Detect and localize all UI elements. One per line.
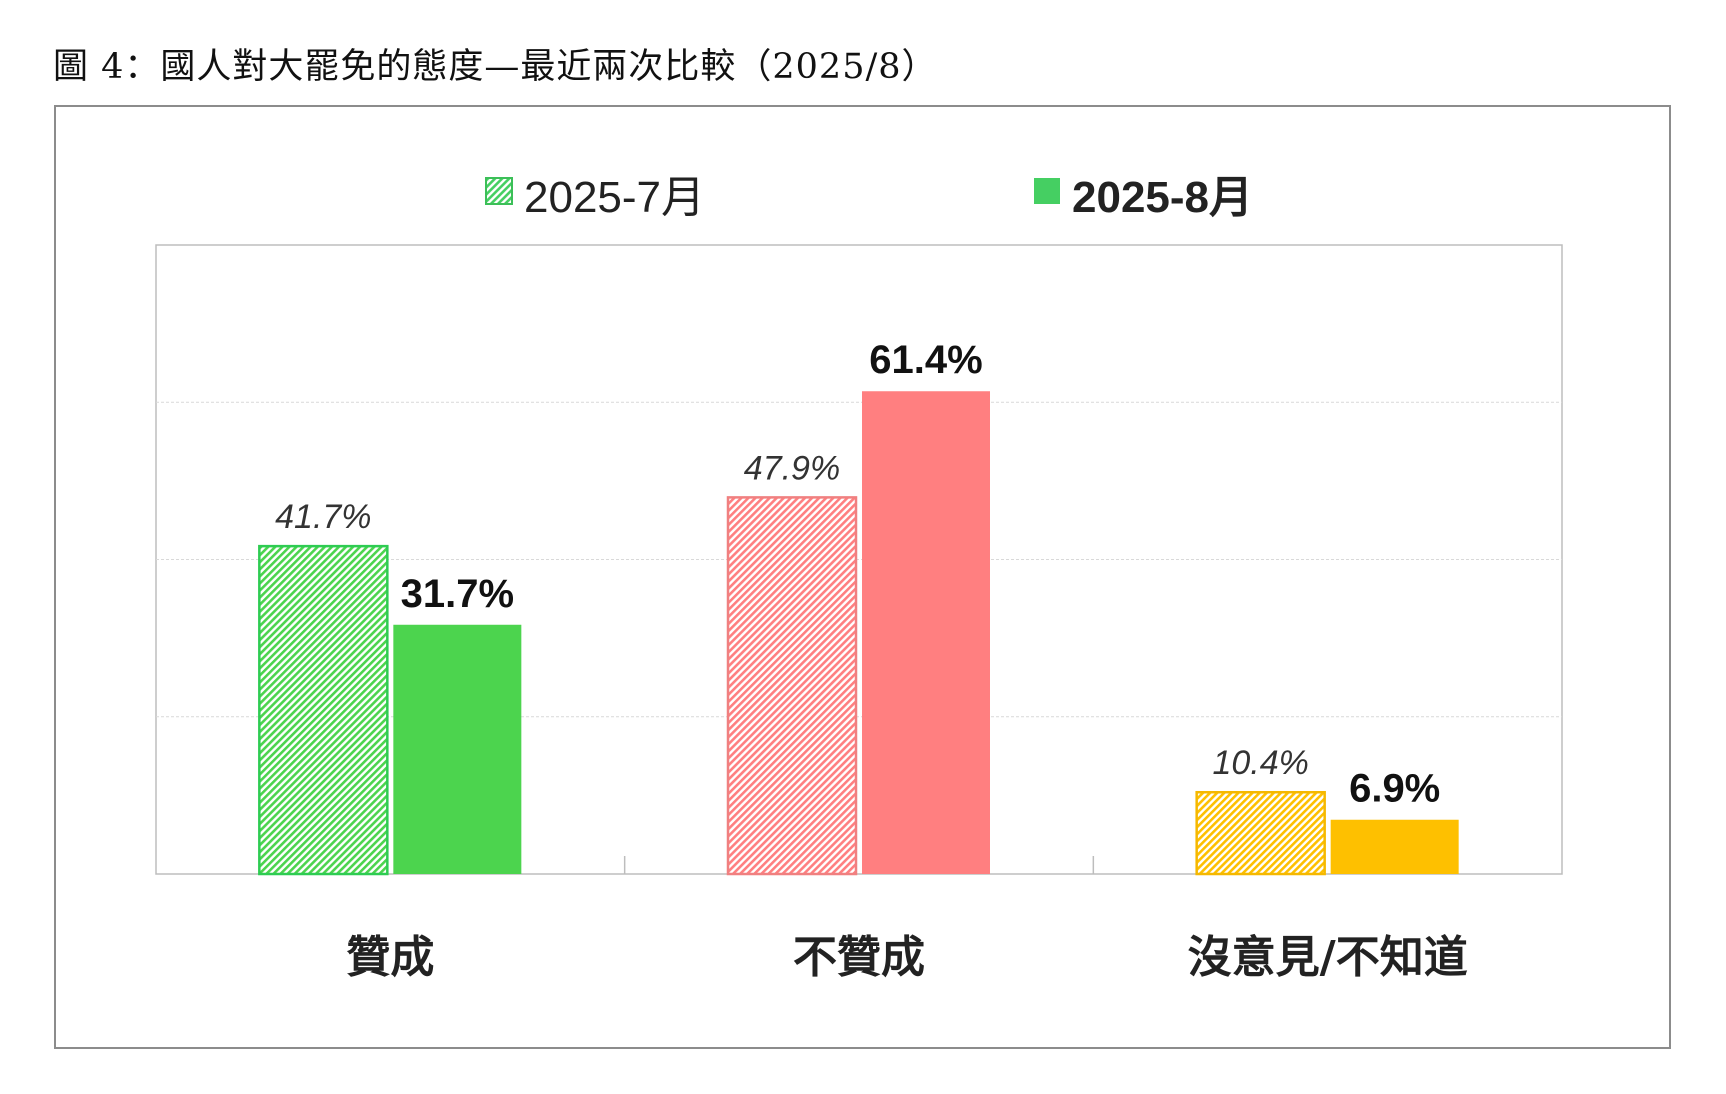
bar-august-3: [1330, 819, 1459, 874]
bar-july-3: [1195, 790, 1326, 876]
data-labels: 41.7% 31.7% 贊成 47.9% 61.4% 不贊成 10.4% 6.9% 沒意見/不知…: [275, 338, 1468, 983]
legend-label-july: 2025-7月: [524, 173, 705, 222]
legend-label-august: 2025-8月: [1072, 173, 1253, 222]
legend-swatch-july: [485, 177, 513, 205]
data-label-july-3: 10.4%: [1212, 744, 1308, 782]
bar-july-2: [726, 496, 858, 876]
category-label-2: 不贊成: [793, 932, 925, 983]
data-label-august-3: 6.9%: [1349, 767, 1440, 811]
x-axis-ticks: [623, 856, 1095, 874]
legend: 2025-7月 2025-8月: [485, 173, 1253, 222]
legend-swatch-august: [1034, 178, 1060, 204]
data-label-august-1: 31.7%: [401, 572, 514, 616]
data-label-august-2: 61.4%: [869, 338, 982, 382]
category-label-3: 沒意見/不知道: [1188, 932, 1468, 983]
gridlines: [156, 401, 1562, 718]
bar-july-1: [258, 544, 389, 876]
figure-title: 圖 4：國人對大罷免的態度—最近兩次比較（2025/8）: [53, 47, 938, 87]
data-label-july-2: 47.9%: [744, 449, 840, 487]
bar-august-1: [393, 624, 522, 874]
data-label-july-1: 41.7%: [275, 498, 371, 536]
category-label-1: 贊成: [346, 932, 434, 983]
bars: [258, 391, 1459, 876]
bar-august-2: [862, 391, 990, 874]
